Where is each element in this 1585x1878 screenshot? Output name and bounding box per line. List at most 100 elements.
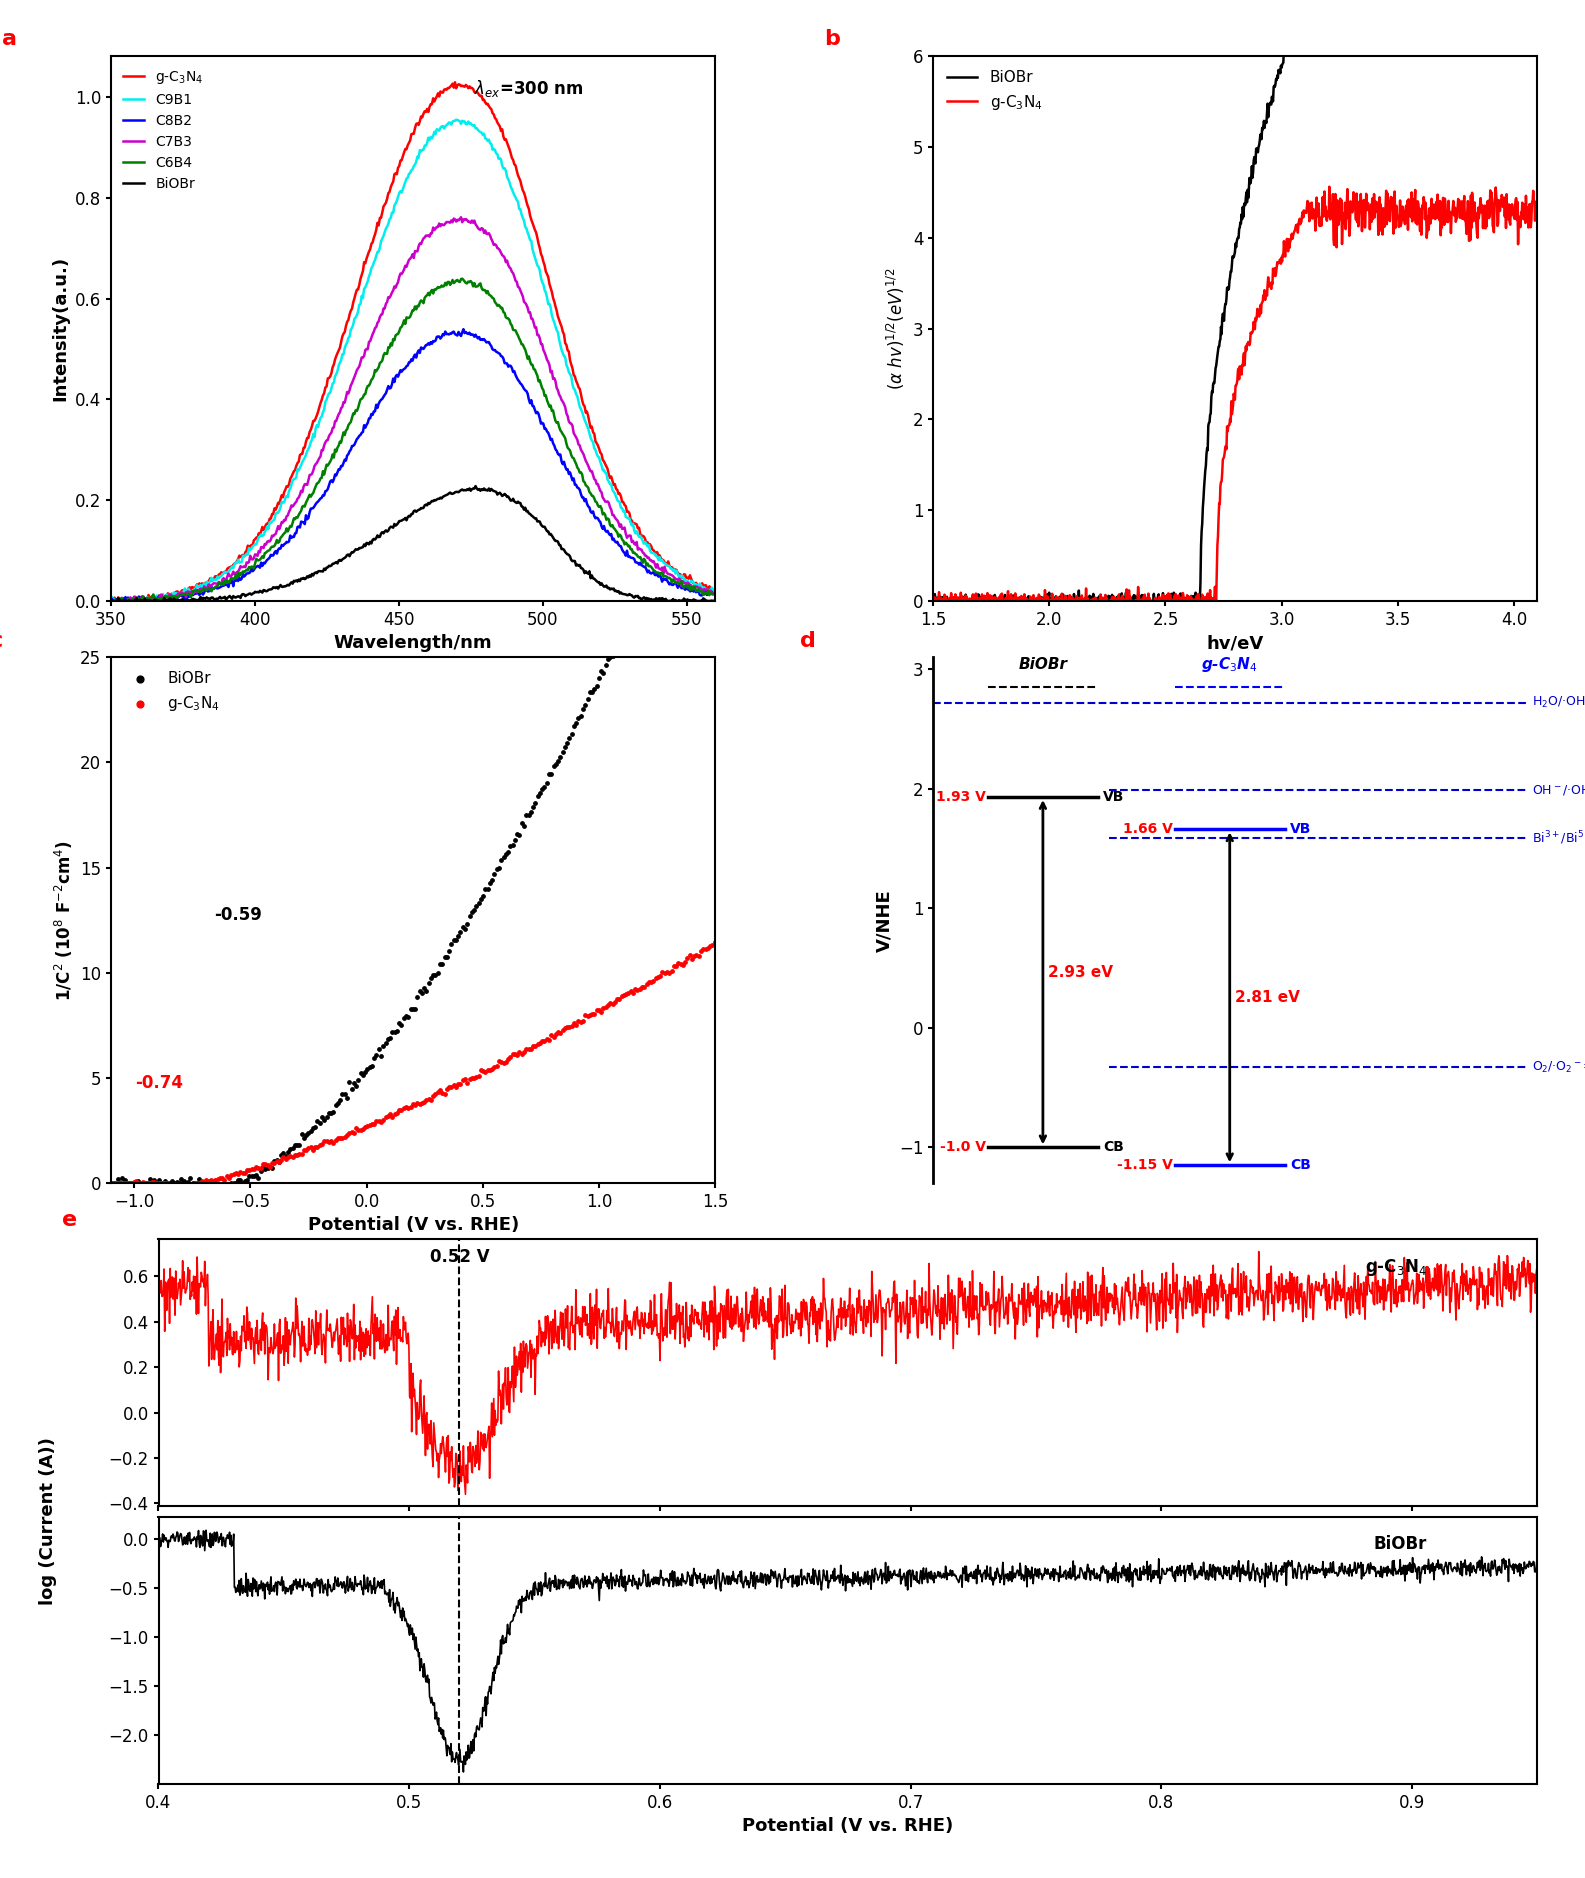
BiOBr bbox=[528, 777, 553, 808]
g-C$_3$N$_4$ bbox=[396, 1093, 422, 1123]
g-C$_3$N$_4$ bbox=[380, 1102, 406, 1132]
g-C$_3$N$_4$ bbox=[609, 980, 634, 1010]
BiOBr bbox=[265, 1146, 290, 1176]
g-C$_3$N$_4$ bbox=[320, 1127, 346, 1157]
BiOBr bbox=[349, 1057, 374, 1087]
BiOBr bbox=[582, 674, 607, 704]
BiOBr bbox=[399, 993, 425, 1024]
g-C$_3$N$_4$ bbox=[452, 1065, 477, 1095]
BiOBr bbox=[114, 1168, 139, 1198]
Legend: BiOBr, g-C$_3$N$_4$: BiOBr, g-C$_3$N$_4$ bbox=[940, 64, 1049, 118]
BiOBr bbox=[116, 1168, 141, 1198]
g-C$_3$N$_4$ bbox=[694, 573, 713, 595]
C6B4 bbox=[428, 276, 447, 299]
BiOBr bbox=[109, 1162, 135, 1193]
g-C$_3$N$_4$ bbox=[430, 1078, 455, 1108]
g-C$_3$N$_4$ bbox=[520, 1031, 545, 1061]
BiOBr bbox=[609, 616, 634, 646]
BiOBr bbox=[166, 1168, 192, 1198]
Text: g-C$_3$N$_4$: g-C$_3$N$_4$ bbox=[1365, 1256, 1426, 1277]
g-C$_3$N$_4$ bbox=[296, 1132, 322, 1162]
BiOBr bbox=[384, 1016, 409, 1046]
BiOBr bbox=[628, 577, 653, 607]
g-C$_3$N$_4$ bbox=[312, 1127, 338, 1157]
C9B1 bbox=[390, 182, 409, 205]
Text: b: b bbox=[824, 30, 840, 49]
BiOBr bbox=[284, 1129, 309, 1159]
g-C$_3$N$_4$ bbox=[544, 1020, 569, 1050]
Text: H$_2$O/·OH=2.72 V: H$_2$O/·OH=2.72 V bbox=[1533, 695, 1585, 710]
C8B2 bbox=[705, 584, 724, 607]
BiOBr bbox=[645, 537, 670, 567]
BiOBr bbox=[482, 858, 507, 888]
BiOBr bbox=[262, 1146, 287, 1176]
g-C$_3$N$_4$ bbox=[132, 1168, 157, 1198]
g-C$_3$N$_4$ bbox=[418, 1085, 444, 1116]
BiOBr bbox=[341, 1069, 366, 1099]
BiOBr bbox=[515, 800, 540, 830]
g-C$_3$N$_4$ bbox=[330, 1123, 355, 1153]
BiOBr bbox=[561, 712, 586, 742]
BiOBr bbox=[520, 793, 545, 823]
g-C$_3$N$_4$ bbox=[702, 928, 728, 958]
g-C$_3$N$_4$ bbox=[456, 1063, 482, 1093]
BiOBr bbox=[602, 631, 628, 661]
BiOBr bbox=[139, 1168, 165, 1198]
C8B2 bbox=[599, 522, 618, 545]
BiOBr bbox=[124, 1168, 149, 1198]
g-C$_3$N$_4$ bbox=[623, 973, 648, 1003]
BiOBr bbox=[357, 1052, 382, 1082]
BiOBr bbox=[230, 1168, 255, 1198]
g-C$_3$N$_4$ bbox=[250, 1149, 276, 1179]
BiOBr bbox=[271, 1138, 296, 1168]
g-C$_3$N$_4$ bbox=[599, 464, 618, 486]
BiOBr bbox=[514, 800, 539, 830]
g-C$_3$N$_4$ bbox=[468, 1055, 493, 1085]
g-C$_3$N$_4$ bbox=[661, 950, 686, 980]
Text: O$_2$/·O$_2$$^-$=-0.33 V: O$_2$/·O$_2$$^-$=-0.33 V bbox=[1533, 1059, 1585, 1074]
BiOBr bbox=[273, 1140, 298, 1170]
Text: c: c bbox=[0, 631, 3, 652]
g-C$_3$N$_4$ bbox=[293, 1136, 319, 1166]
BiOBr bbox=[450, 911, 476, 941]
BiOBr bbox=[319, 1099, 344, 1129]
BiOBr bbox=[352, 1057, 377, 1087]
BiOBr bbox=[615, 605, 640, 635]
BiOBr bbox=[680, 462, 705, 492]
BiOBr bbox=[162, 1168, 187, 1198]
g-C$_3$N$_4$ bbox=[986, 590, 1005, 612]
g-C$_3$N$_4$ bbox=[664, 950, 689, 980]
g-C$_3$N$_4$ bbox=[101, 588, 120, 610]
g-C$_3$N$_4$ bbox=[350, 1114, 376, 1144]
g-C$_3$N$_4$ bbox=[1168, 590, 1187, 612]
g-C$_3$N$_4$ bbox=[612, 980, 637, 1010]
g-C$_3$N$_4$ bbox=[314, 1127, 339, 1157]
g-C$_3$N$_4$ bbox=[149, 1168, 174, 1198]
g-C$_3$N$_4$ bbox=[208, 1162, 233, 1193]
g-C$_3$N$_4$ bbox=[98, 1168, 124, 1198]
Text: -0.74: -0.74 bbox=[135, 1074, 184, 1093]
BiOBr bbox=[507, 821, 533, 851]
g-C$_3$N$_4$ bbox=[368, 1108, 393, 1138]
BiOBr bbox=[636, 554, 661, 584]
g-C$_3$N$_4$ bbox=[399, 1089, 425, 1119]
BiOBr bbox=[376, 1024, 401, 1054]
g-C$_3$N$_4$ bbox=[113, 1168, 138, 1198]
g-C$_3$N$_4$ bbox=[477, 1055, 502, 1085]
BiOBr bbox=[103, 1168, 128, 1198]
BiOBr bbox=[464, 890, 490, 920]
C8B2 bbox=[694, 580, 713, 603]
Text: d: d bbox=[800, 631, 816, 652]
g-C$_3$N$_4$ bbox=[583, 995, 609, 1025]
BiOBr bbox=[189, 1168, 214, 1198]
BiOBr bbox=[155, 1168, 181, 1198]
BiOBr bbox=[387, 1008, 412, 1039]
g-C$_3$N$_4$ bbox=[436, 1072, 461, 1102]
g-C$_3$N$_4$ bbox=[488, 1046, 514, 1076]
BiOBr bbox=[525, 781, 550, 811]
g-C$_3$N$_4$ bbox=[100, 1168, 125, 1198]
Text: log (Current (A)): log (Current (A)) bbox=[38, 1437, 57, 1606]
BiOBr bbox=[593, 650, 618, 680]
Legend: BiOBr, g-C$_3$N$_4$: BiOBr, g-C$_3$N$_4$ bbox=[119, 665, 227, 719]
g-C$_3$N$_4$ bbox=[390, 154, 409, 177]
